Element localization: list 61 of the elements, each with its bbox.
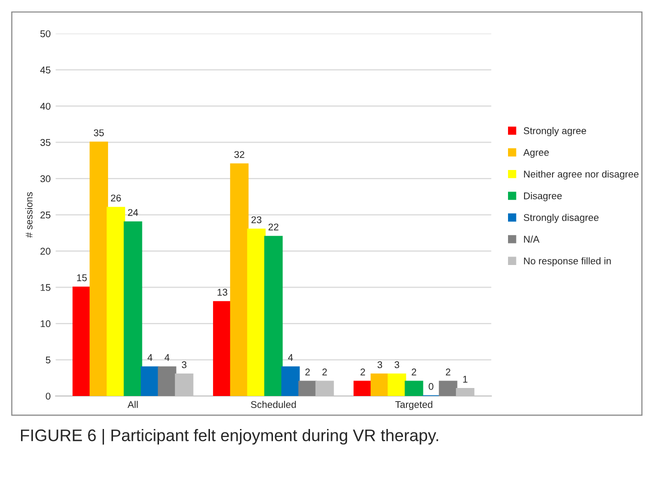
data-label: 26 — [110, 194, 121, 202]
data-label: 32 — [234, 151, 244, 158]
bar — [90, 142, 108, 396]
y-tick-label: 10 — [40, 320, 50, 328]
bar — [213, 301, 232, 396]
caption: FIGURE 6 | Participant felt enjoyment during VR therapy. — [21, 428, 438, 445]
data-label: 15 — [77, 274, 87, 282]
bar — [404, 380, 424, 396]
y-tick-label: 35 — [40, 139, 50, 146]
data-label: 4 — [288, 354, 293, 361]
data-label: 22 — [268, 224, 278, 230]
data-label: 3 — [394, 361, 400, 368]
legend-label: Strongly agree — [524, 127, 586, 136]
bar — [388, 374, 406, 396]
data-label: 4 — [164, 354, 170, 361]
data-label: 0 — [428, 383, 434, 390]
y-tick-label: 15 — [40, 284, 50, 291]
data-label: 2 — [446, 368, 450, 376]
y-tick-label: 0 — [46, 392, 50, 400]
x-tick-label: Scheduled — [250, 400, 296, 408]
data-label: 3 — [182, 361, 186, 368]
bar — [298, 380, 317, 396]
data-label: 23 — [251, 216, 262, 224]
bar — [158, 366, 176, 396]
y-axis-title: # sessions — [25, 192, 33, 238]
y-tick-label: 25 — [40, 212, 50, 218]
bar — [72, 286, 91, 396]
data-label: 35 — [94, 129, 104, 136]
y-tick-label: 50 — [40, 30, 50, 38]
bar — [281, 366, 300, 396]
legend-label: Agree — [523, 149, 549, 158]
data-label: 3 — [378, 361, 382, 368]
y-tick-label: 40 — [40, 102, 50, 110]
y-tick-label: 45 — [40, 66, 50, 74]
data-label: 2 — [412, 368, 416, 376]
data-label: 2 — [360, 368, 365, 376]
y-tick-label: 30 — [40, 175, 50, 182]
data-label: 24 — [128, 209, 138, 216]
data-label: 2 — [305, 368, 310, 376]
bar — [264, 236, 283, 396]
x-tick-label: All — [128, 400, 138, 408]
bar — [438, 380, 458, 396]
legend-label: Strongly disagree — [524, 214, 599, 223]
bar — [140, 366, 160, 396]
x-tick-label: Targeted — [395, 400, 432, 410]
legend-label: Neither agree nor disagree — [524, 170, 639, 180]
data-label: 13 — [218, 288, 228, 296]
bar — [247, 228, 266, 396]
bar — [230, 163, 249, 396]
data-label: 1 — [463, 376, 468, 383]
y-tick-label: 20 — [40, 248, 50, 255]
data-label: 2 — [322, 368, 327, 376]
y-tick-label: 5 — [46, 356, 50, 364]
data-label: 4 — [148, 354, 152, 361]
bar — [106, 206, 126, 396]
legend-label: N/A — [524, 236, 540, 243]
legend-label: No response filled in — [524, 257, 611, 266]
bar — [370, 374, 390, 396]
legend-label: Disagree — [524, 192, 562, 202]
bar — [124, 221, 142, 396]
bar — [354, 380, 372, 396]
